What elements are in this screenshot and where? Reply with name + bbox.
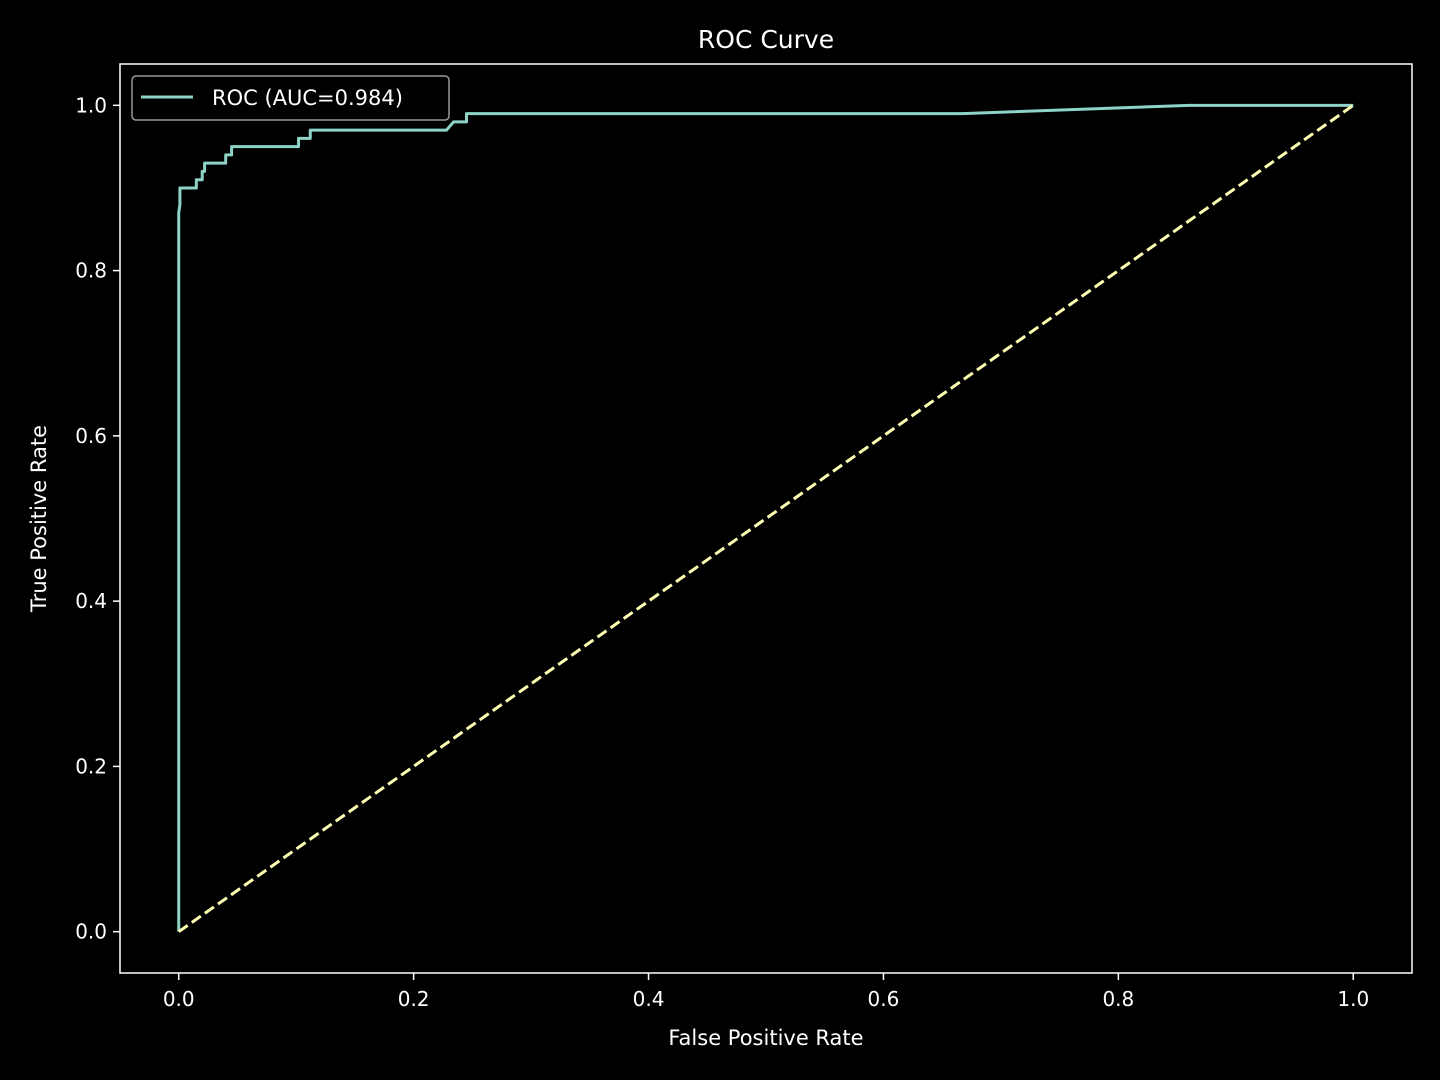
y-tick-label: 1.0	[75, 93, 107, 117]
y-tick-label: 0.8	[75, 259, 107, 283]
chart-title: ROC Curve	[698, 25, 834, 54]
y-tick-label: 0.4	[75, 589, 107, 613]
x-tick-label: 0.8	[1102, 987, 1134, 1011]
x-tick-label: 0.4	[633, 987, 665, 1011]
y-axis: 0.0 0.2 0.4 0.6 0.8 1.0	[75, 93, 120, 944]
y-tick-label: 0.2	[75, 754, 107, 778]
plot-area	[177, 103, 1355, 933]
x-tick-label: 1.0	[1337, 987, 1369, 1011]
axes-frame	[119, 63, 1413, 974]
x-tick-label: 0.2	[398, 987, 430, 1011]
x-axis-label: False Positive Rate	[668, 1026, 863, 1050]
y-axis-label: True Positive Rate	[27, 425, 51, 613]
roc-curve-line	[177, 103, 1354, 932]
y-tick-label: 0.6	[75, 424, 107, 448]
legend: ROC (AUC=0.984)	[131, 75, 450, 121]
x-tick-label: 0.0	[163, 987, 195, 1011]
legend-box	[131, 75, 450, 121]
x-axis: 0.0 0.2 0.4 0.6 0.8 1.0	[163, 973, 1369, 1011]
x-tick-label: 0.6	[868, 987, 900, 1011]
y-tick-label: 0.0	[75, 920, 107, 944]
legend-entry-roc: ROC (AUC=0.984)	[212, 86, 403, 110]
